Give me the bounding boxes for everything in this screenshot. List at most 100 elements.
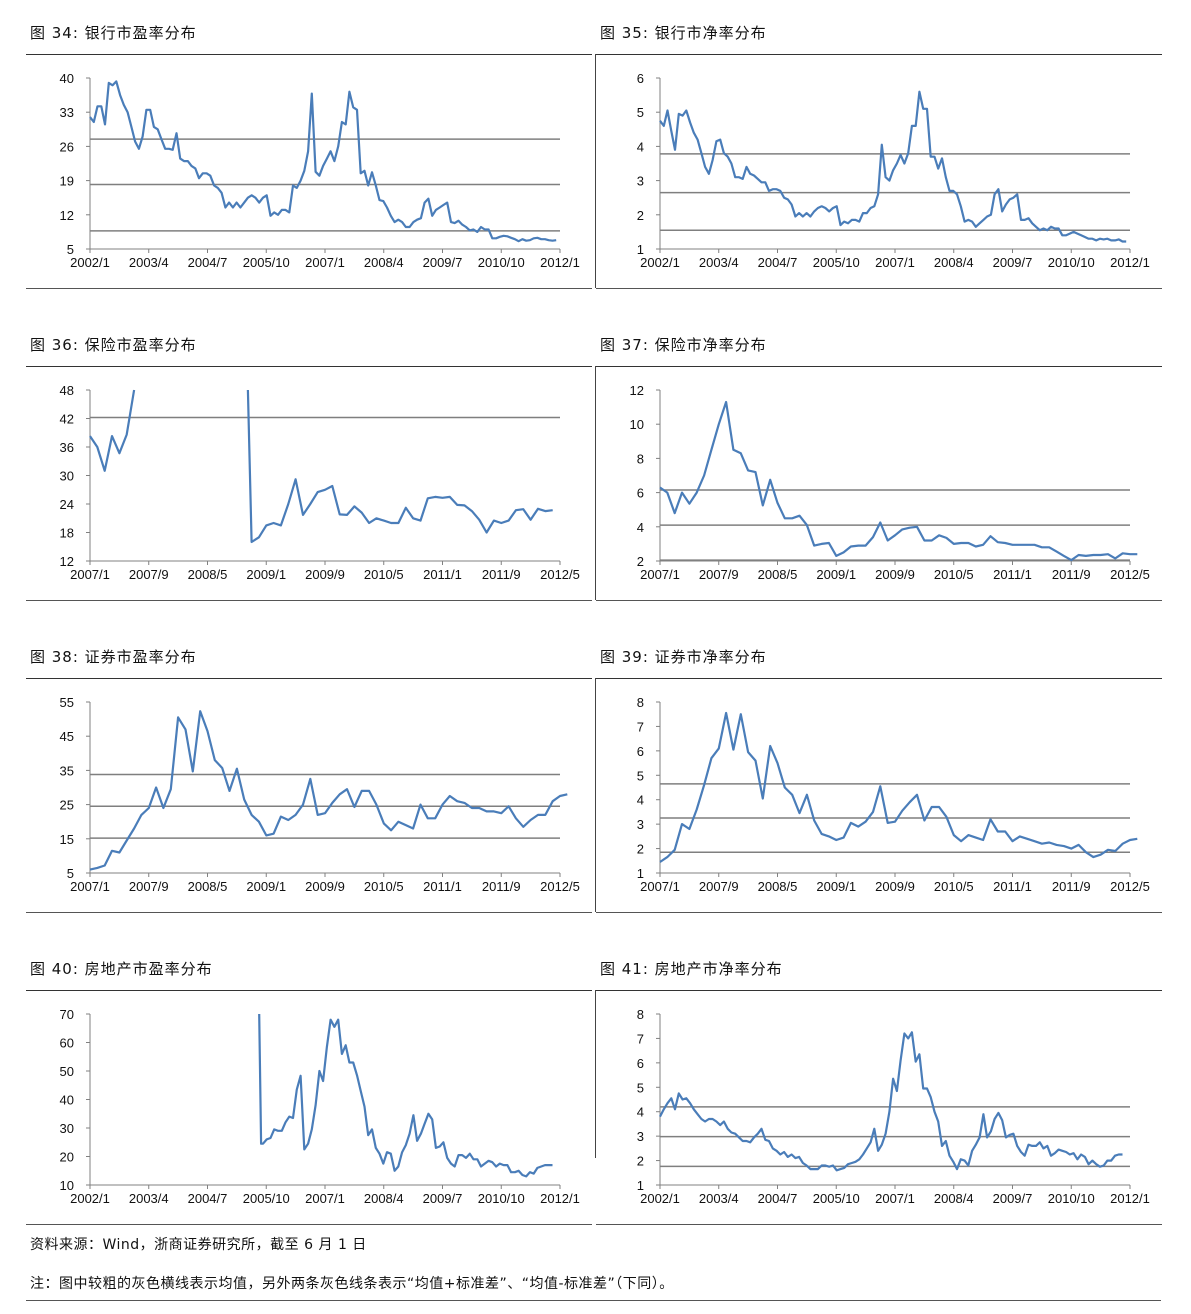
series-line-0 [89,80,557,243]
y-tick-label: 48 [60,383,74,398]
x-tick-label: 2008/5 [758,567,798,582]
x-tick-label: 2003/4 [699,1191,739,1206]
x-tick-label: 2009/9 [305,879,345,894]
x-tick-label: 2003/4 [699,255,739,270]
x-tick-label: 2004/7 [188,1191,228,1206]
chart-top-rule [26,54,592,55]
x-tick-label: 2008/4 [934,255,974,270]
y-tick-label: 5 [637,768,644,783]
chart-title: 图 38: 证券市盈率分布 [30,648,197,666]
chart-panel-41: 图 41: 房地产市净率分布 1 2 3 4 5 6 7 8 2002/1 2003/4 2004/7… [596,936,1162,1226]
x-tick-label: 2010/10 [478,1191,525,1206]
y-tick-label: 3 [637,1129,644,1144]
line-chart: 10 20 30 40 50 60 70 2002/1 2003/4 2004/7 2005/10 2… [60,1007,580,1206]
x-tick-label: 2010/5 [934,567,974,582]
chart-title: 图 34: 银行市盈率分布 [30,24,197,42]
x-tick-label: 2011/9 [1052,879,1091,894]
y-tick-label: 3 [637,174,644,189]
chart-panel-35: 图 35: 银行市净率分布 1 2 3 4 5 6 2002/1 2003/4 2004/7 200… [596,0,1162,290]
x-tick-label: 2007/9 [699,567,739,582]
y-tick-label: 25 [60,798,74,813]
y-tick-label: 1 [637,866,644,881]
y-tick-label: 7 [637,1031,644,1046]
y-tick-label: 45 [60,729,74,744]
x-tick-label: 2009/7 [423,255,463,270]
y-tick-label: 6 [637,744,644,759]
x-tick-label: 2007/9 [699,879,739,894]
chart-top-rule [596,990,1162,991]
x-tick-label: 2007/1 [875,1191,915,1206]
y-tick-label: 8 [637,695,644,710]
x-tick-label: 2010/5 [364,879,404,894]
y-tick-label: 6 [637,71,644,86]
y-tick-label: 5 [637,1080,644,1095]
chart-title: 图 37: 保险市净率分布 [600,336,767,354]
chart-panel-38: 图 38: 证券市盈率分布 5 15 25 35 45 55 2007/1 2007/9 2008… [26,624,592,914]
x-tick-label: 2012/1 [540,1191,580,1206]
x-tick-label: 2011/1 [993,879,1032,894]
x-tick-label: 2007/1 [640,567,680,582]
x-tick-label: 2011/9 [482,567,521,582]
chart-title: 图 36: 保险市盈率分布 [30,336,197,354]
x-tick-label: 2005/10 [243,1191,290,1206]
x-tick-label: 2011/1 [423,567,462,582]
chart-bottom-rule [26,288,592,289]
y-tick-label: 10 [630,417,644,432]
x-tick-label: 2012/1 [1110,1191,1150,1206]
series-line-0 [89,710,568,871]
y-tick-label: 12 [630,383,644,398]
y-tick-label: 70 [60,1007,74,1022]
x-tick-label: 2008/5 [188,567,228,582]
series-line-0 [659,90,1127,243]
y-tick-label: 60 [60,1036,74,1051]
y-tick-label: 4 [637,139,644,154]
y-tick-label: 2 [637,208,644,223]
x-tick-label: 2007/9 [129,567,169,582]
y-tick-label: 4 [637,1105,644,1120]
footer-divider [26,1300,1161,1301]
x-tick-label: 2007/1 [305,255,345,270]
x-tick-label: 2003/4 [129,255,169,270]
x-tick-label: 2002/1 [70,255,110,270]
x-tick-label: 2009/1 [816,879,856,894]
chart-bottom-rule [26,600,592,601]
y-tick-label: 40 [60,1093,74,1108]
column-divider [595,678,596,912]
chart-bottom-rule [26,912,592,913]
y-tick-label: 12 [60,208,74,223]
chart-bottom-rule [596,912,1162,913]
y-tick-label: 3 [637,817,644,832]
y-tick-label: 10 [60,1178,74,1193]
y-tick-label: 26 [60,139,74,154]
y-tick-label: 2 [637,554,644,569]
y-tick-label: 5 [67,866,74,881]
footnote-text: 注：图中较粗的灰色横线表示均值，另外两条灰色线条表示“均值+标准差”、“均值-标… [30,1276,674,1292]
y-tick-label: 18 [60,526,74,541]
y-tick-label: 5 [637,105,644,120]
chart-title: 图 41: 房地产市净率分布 [600,960,783,978]
chart-top-rule [26,990,592,991]
x-tick-label: 2009/9 [875,879,915,894]
x-tick-label: 2004/7 [188,255,228,270]
chart-top-rule [596,366,1162,367]
x-tick-label: 2004/7 [758,255,798,270]
chart-title: 图 40: 房地产市盈率分布 [30,960,213,978]
x-tick-label: 2012/1 [540,255,580,270]
series-line-0 [659,400,1138,562]
series-line-1 [246,389,553,544]
x-tick-label: 2010/5 [934,879,974,894]
x-tick-label: 2002/1 [640,255,680,270]
line-chart: 5 15 25 35 45 55 2007/1 2007/9 2008/5 2009/1 2009/… [60,695,580,894]
chart-bottom-rule [596,288,1162,289]
chart-top-rule [26,366,592,367]
x-tick-label: 2012/5 [1110,879,1150,894]
x-tick-label: 2007/1 [70,567,110,582]
x-tick-label: 2007/1 [875,255,915,270]
line-chart: 1 2 3 4 5 6 2002/1 2003/4 2004/7 2005/10 2007/1 200… [637,71,1150,270]
line-chart: 2 4 6 8 10 12 2007/1 2007/9 2008/5 2009/1 2009/9 20… [630,383,1150,582]
x-tick-label: 2012/1 [1110,255,1150,270]
y-tick-label: 42 [60,412,74,427]
x-tick-label: 2002/1 [70,1191,110,1206]
x-tick-label: 2008/5 [188,879,228,894]
chart-title: 图 35: 银行市净率分布 [600,24,767,42]
